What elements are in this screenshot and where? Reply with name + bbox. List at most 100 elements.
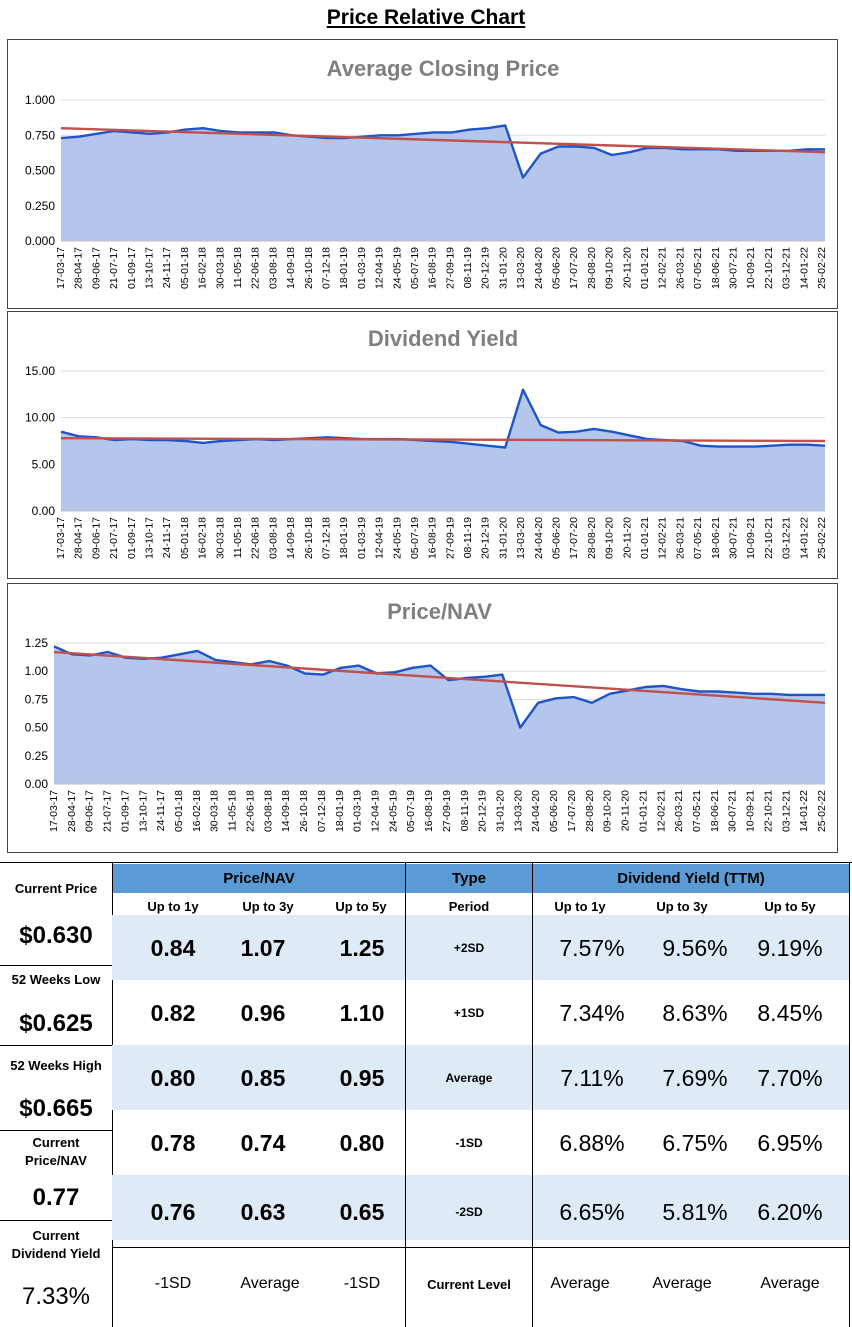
y-tick-label: 0.750 (25, 128, 55, 142)
x-tick-label: 26-03-21 (674, 247, 686, 289)
x-tick-label: 25-02-22 (816, 790, 828, 832)
x-tick-label: 26-10-18 (298, 790, 310, 832)
current-dy-value: 7.33% (21, 1283, 91, 1310)
x-tick-label: 11-05-18 (232, 247, 244, 288)
x-tick-label: 13-10-17 (137, 790, 149, 832)
x-tick-label: 18-01-19 (338, 247, 350, 289)
x-tick-label: 03-12-21 (781, 517, 793, 559)
x-tick-label: 27-09-19 (444, 247, 456, 289)
x-tick-label: 24-05-19 (391, 247, 403, 289)
x-tick-label: 12-02-21 (657, 247, 669, 289)
x-tick-label: 21-07-17 (108, 517, 120, 559)
chart-title: Price/NAV (387, 599, 492, 624)
x-tick-label: 24-11-17 (161, 247, 173, 288)
pnav-cell: 0.85 (240, 1065, 286, 1091)
current-level-pnav: -1SD (343, 1275, 381, 1292)
x-tick-label: 28-08-20 (586, 247, 598, 289)
x-tick-label: 01-01-21 (639, 517, 651, 559)
dy-cell: 6.75% (662, 1130, 728, 1156)
type-header: Type (406, 864, 532, 893)
pnav-cell: 0.80 (339, 1130, 385, 1156)
x-tick-label: 01-09-17 (119, 790, 131, 832)
series-area (61, 389, 825, 511)
chart-title: Average Closing Price (327, 56, 560, 81)
type-cell: -2SD (455, 1205, 483, 1219)
dy-cell: 7.11% (560, 1065, 624, 1091)
x-tick-label: 13-03-20 (512, 790, 524, 832)
y-tick-label: 10.00 (25, 411, 55, 425)
x-tick-label: 24-05-19 (391, 517, 403, 559)
x-tick-label: 09-10-20 (602, 790, 614, 832)
chart-title: Dividend Yield (368, 326, 518, 351)
current-pnav-label-1: Current (32, 1135, 80, 1150)
x-tick-label: 07-12-18 (316, 790, 328, 832)
dy-cell: 6.65% (559, 1199, 625, 1225)
pnav-cell: 1.10 (339, 1000, 385, 1026)
summary-section: Current Price $0.630 52 Weeks Low $0.625… (0, 862, 852, 1327)
x-tick-label: 22-10-21 (763, 247, 775, 289)
low-52w-label: 52 Weeks Low (11, 972, 101, 987)
x-tick-label: 22-10-21 (763, 517, 775, 559)
x-tick-label: 20-11-20 (621, 247, 633, 288)
y-tick-label: 1.25 (25, 636, 49, 650)
x-tick-label: 21-07-17 (102, 790, 114, 832)
x-tick-label: 07-12-18 (320, 247, 332, 289)
trend-line (60, 437, 826, 443)
x-tick-label: 30-03-18 (209, 790, 221, 832)
x-tick-label: 31-01-20 (495, 790, 507, 832)
x-tick-label: 03-08-18 (267, 247, 279, 289)
current-price-label: Current Price (14, 881, 98, 896)
x-tick-label: 30-07-21 (727, 790, 739, 832)
x-tick-label: 08-11-19 (462, 247, 474, 288)
y-tick-label: 0.75 (25, 692, 49, 706)
chart-price-nav: Price/NAV 1.25 1.00 0.75 0.50 0.25 0.00 17-03-1… (7, 583, 838, 853)
y-tick-label: 0.50 (25, 721, 49, 735)
price-nav-svg: Price/NAV 1.25 1.00 0.75 0.50 0.25 0.0017-03-1… (25, 599, 828, 832)
x-tick-label: 31-01-20 (497, 247, 509, 289)
x-tick-label: 12-02-21 (655, 790, 667, 832)
x-tick-label: 17-07-20 (568, 247, 580, 289)
x-tick-label: 22-06-18 (250, 247, 262, 289)
dy-cell: 8.63% (662, 1000, 728, 1026)
series-line (53, 645, 825, 729)
x-tick-label: 13-10-17 (143, 517, 155, 559)
type-cell: +1SD (453, 1006, 485, 1020)
dy-cell: 6.95% (757, 1130, 823, 1156)
x-tick-label: 07-05-21 (691, 790, 703, 832)
x-tick-label: 25-02-22 (816, 247, 828, 289)
current-dy-label-2: Dividend Yield (11, 1246, 101, 1261)
x-tick-label: 08-11-19 (462, 517, 474, 558)
x-tick-label: 24-04-20 (533, 517, 545, 559)
current-dy-label-1: Current (32, 1228, 80, 1243)
pnav-cell: 0.76 (150, 1199, 196, 1225)
x-tick-label: 03-08-18 (262, 790, 274, 832)
x-tick-label: 24-11-17 (155, 790, 167, 831)
average-closing-price-svg: Average Closing Price 1.000 0.750 0.500 0.25… (25, 56, 828, 289)
x-tick-label: 17-07-20 (568, 517, 580, 559)
dy-cell: 6.20% (757, 1199, 823, 1225)
x-tick-label: 09-06-17 (90, 517, 102, 559)
pnav-cell: 0.74 (240, 1130, 286, 1156)
chart-dividend-yield: Dividend Yield 15.00 10.00 5.00 0.00 17-03-17… (7, 311, 838, 579)
y-tick-label: 0.00 (32, 504, 56, 518)
pnav-cell: 0.84 (150, 935, 196, 961)
x-tick-label: 07-05-21 (692, 247, 704, 289)
x-tick-label: 16-02-18 (191, 790, 203, 832)
x-tick-label: 30-03-18 (214, 247, 226, 289)
series-line (60, 388, 826, 449)
x-tick-label: 14-01-22 (798, 247, 810, 289)
x-tick-label: 01-09-17 (126, 247, 138, 289)
y-tick-label: 0.250 (25, 199, 55, 213)
dy-cell: 7.57% (559, 935, 625, 961)
x-tick-label: 13-03-20 (515, 247, 527, 289)
x-tick-label: 01-03-19 (352, 790, 364, 832)
x-tick-label: 20-11-20 (620, 790, 632, 831)
x-tick-label: 09-10-20 (604, 517, 616, 559)
x-tick-label: 05-01-18 (173, 790, 185, 832)
x-tick-label: 24-05-19 (387, 790, 399, 832)
type-cell: -1SD (455, 1136, 483, 1150)
x-tick-label: 14-09-18 (285, 247, 297, 289)
x-tick-label: 09-06-17 (90, 247, 102, 289)
sub-pnav-5y: Up to 5y (335, 899, 387, 914)
dy-header: Dividend Yield (TTM) (533, 864, 849, 893)
